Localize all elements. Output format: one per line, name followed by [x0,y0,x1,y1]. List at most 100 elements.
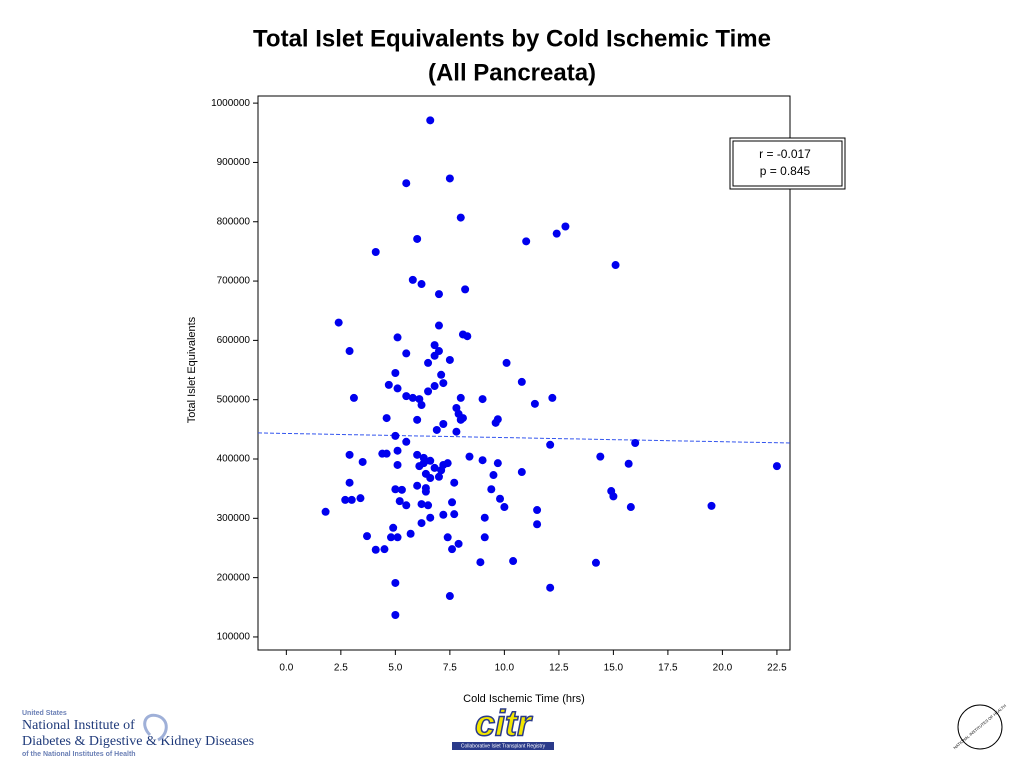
annotation: r = -0.017 [759,147,811,161]
data-point [345,478,354,487]
data-point [591,558,600,567]
data-point [489,471,498,480]
x-tick-label: 12.5 [549,663,569,674]
data-point [380,545,389,554]
data-point [478,456,487,465]
y-tick-label: 800000 [217,216,251,227]
data-point [500,503,509,512]
annotation-box-inner [732,140,843,187]
data-point [389,523,398,532]
data-point [456,415,465,424]
y-axis-label: Total Islet Equivalents [186,316,198,423]
data-point [393,333,402,342]
data-point [480,513,489,522]
data-point [397,485,406,494]
data-point [424,358,433,367]
x-tick-label: 0.0 [279,663,293,674]
data-point [391,369,400,377]
data-point [402,392,411,401]
data-point [530,399,539,408]
data-point [426,456,435,465]
data-point [363,532,372,541]
data-point [391,578,400,587]
data-point [426,513,435,522]
logo-text: NATIONAL INSTITUTES OF HEALTH [952,703,1007,750]
data-point [502,358,511,367]
data-point [408,393,417,402]
annotation: p = 0.845 [760,164,811,178]
data-point [421,487,430,496]
x-tick-label: 17.5 [658,663,678,674]
data-point [347,495,356,504]
data-point [487,485,496,494]
data-point [387,533,395,542]
data-point [448,545,457,554]
data-point [561,222,570,231]
data-point [631,438,640,447]
data-point [393,533,402,542]
data-point [426,473,435,482]
data-point [456,213,465,222]
data-point [448,498,457,507]
data-point [391,431,400,440]
y-tick-label: 600000 [217,335,251,346]
chart-title: (All Pancreata) [428,59,596,86]
data-point [408,275,417,284]
data-point [624,459,633,468]
data-point [349,393,358,402]
y-tick-label: 200000 [217,572,251,583]
data-point [391,611,400,620]
data-point [395,497,404,506]
y-tick-label: 400000 [217,454,251,465]
data-point [393,384,402,393]
logo-text: citr [475,703,533,744]
data-point [393,460,402,469]
data-point [439,510,448,519]
data-point [430,351,439,360]
data-point [417,519,426,528]
data-point [443,459,452,468]
data-point [445,355,454,364]
x-tick-label: 20.0 [713,663,733,674]
data-point [419,459,428,468]
x-tick-label: 10.0 [495,663,515,674]
data-point [496,494,505,503]
y-tick-label: 300000 [217,513,251,524]
data-point [402,501,411,510]
data-point [533,506,542,515]
y-tick-label: 1000000 [211,98,250,109]
data-point [476,558,485,567]
x-tick-label: 5.0 [388,663,402,674]
data-point [402,437,411,446]
data-point [417,401,426,410]
nih-logo: NATIONAL INSTITUTES OF HEALTH [952,703,1007,750]
data-point [371,545,380,554]
chart-title: Total Islet Equivalents by Cold Ischemic… [253,25,771,52]
y-tick-label: 100000 [217,632,251,643]
logo-text: National Institute of [22,718,135,733]
data-point [413,450,422,459]
data-point [626,503,635,512]
logo-bar [452,742,554,750]
data-point [430,341,439,350]
data-point [417,280,426,289]
data-point [345,347,354,356]
x-axis-label: Cold Ischemic Time (hrs) [463,693,585,705]
plot-frame [257,95,791,651]
data-point [402,179,411,188]
niddk-logo: United States National Institute of Diab… [22,710,254,758]
y-tick-label: 900000 [217,157,251,168]
data-point [548,393,557,402]
data-point [450,478,459,487]
data-point [707,501,716,510]
logo-text: Diabetes & Digestive & Kidney Diseases [22,734,254,749]
data-point [450,510,459,519]
x-tick-label: 2.5 [334,663,348,674]
data-point [491,418,500,427]
data-point [609,492,618,501]
data-point [517,377,526,386]
trend-line [257,432,791,444]
data-point [424,387,433,396]
data-point [406,529,415,538]
